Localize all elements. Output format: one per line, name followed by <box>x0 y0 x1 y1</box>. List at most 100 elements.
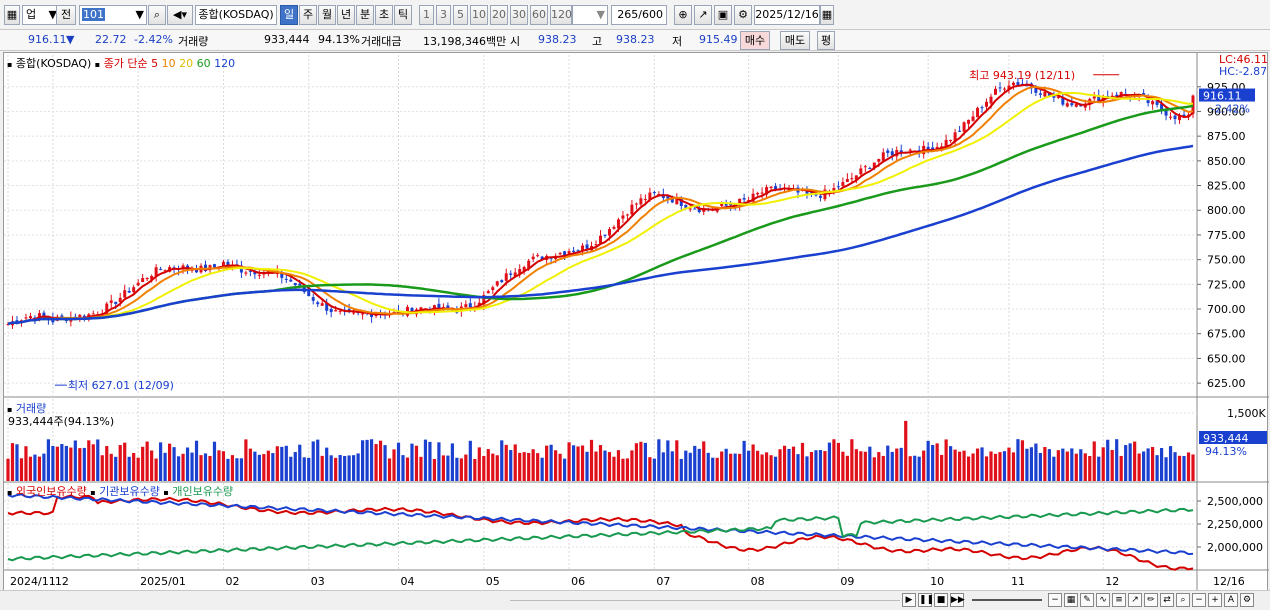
list-icon[interactable]: ≡ <box>1112 593 1126 607</box>
candle-body <box>410 307 414 314</box>
interval-button[interactable]: 120 <box>550 5 572 25</box>
prev-button[interactable]: 전 <box>56 5 76 25</box>
scroll-right-icon[interactable]: ▶ <box>902 593 916 607</box>
calendar-icon[interactable]: ▦ <box>820 5 834 25</box>
drawing-icon[interactable]: ↗ <box>694 5 712 25</box>
candle-body <box>621 215 625 219</box>
volume-bar <box>769 455 773 481</box>
volume-bar <box>60 444 64 481</box>
magnifier-icon[interactable]: ⌕ <box>1176 593 1190 607</box>
candle-body <box>513 272 517 277</box>
candle-body <box>850 178 854 180</box>
interval-button[interactable]: 30 <box>510 5 528 25</box>
volume-bar <box>1173 452 1177 481</box>
candle-body <box>248 270 252 272</box>
gear-icon[interactable]: ⚙ <box>734 5 752 25</box>
interval-button[interactable]: 20 <box>490 5 508 25</box>
volume-bar <box>800 442 805 481</box>
tool-icon[interactable]: ⊕ <box>674 5 692 25</box>
text-icon[interactable]: A <box>1224 593 1238 607</box>
period-tab[interactable]: 주 <box>299 5 317 25</box>
volume-bar <box>854 449 858 481</box>
candle-body <box>576 250 580 252</box>
period-tab[interactable]: 초 <box>375 5 393 25</box>
candle-body <box>1115 94 1119 97</box>
candle-body <box>949 140 953 142</box>
volume-bar <box>1124 445 1128 481</box>
volume-bar <box>347 455 351 481</box>
count-dropdown[interactable]: ▼ <box>572 5 608 25</box>
buy-button[interactable]: 매수 <box>740 31 770 50</box>
code-input[interactable]: 101 ▼ <box>79 5 147 25</box>
volume-current-tag: 933,444 <box>1203 432 1249 445</box>
institution-holding-line <box>7 493 1194 556</box>
volume-bar <box>805 456 809 481</box>
volume-bar <box>73 440 77 481</box>
grid-icon[interactable]: ▦ <box>1064 593 1078 607</box>
scroll-track[interactable] <box>510 600 900 601</box>
volume-bar <box>468 440 472 481</box>
volume-bar <box>446 455 450 481</box>
period-tab[interactable]: 년 <box>337 5 355 25</box>
sell-button[interactable]: 매도 <box>780 31 810 50</box>
period-tab[interactable]: 분 <box>356 5 374 25</box>
wave-icon[interactable]: ∿ <box>1096 593 1110 607</box>
candle-body <box>114 301 118 304</box>
plus-icon[interactable]: + <box>1208 593 1222 607</box>
price-legend: ▪ 종합(KOSDAQ) ▪ 종가 단순 5 10 20 60 120 <box>7 55 235 71</box>
volume-bar <box>518 452 522 481</box>
period-tab[interactable]: 일 <box>280 5 298 25</box>
period-tab[interactable]: 틱 <box>394 5 412 25</box>
volume-bar <box>859 451 863 481</box>
candle-body <box>37 313 41 319</box>
volume-bar <box>652 458 656 481</box>
chart-area[interactable]: 2024/11 12 2025/01 02 03 04 05 06 07 08 09 10 11 12 12… <box>3 52 1269 593</box>
candle-body <box>1002 88 1006 90</box>
minus-icon[interactable]: − <box>1192 593 1206 607</box>
eval-button[interactable]: 평 <box>817 31 835 50</box>
fast-forward-icon[interactable]: ▶▶ <box>950 593 965 607</box>
link-icon[interactable]: ⇄ <box>1160 593 1174 607</box>
candle-body <box>1097 95 1101 102</box>
y-axis-label: 750.00 <box>1207 254 1246 267</box>
market-type-select[interactable]: 업 ▼ <box>22 5 60 25</box>
interval-button[interactable]: 1 <box>419 5 434 25</box>
arrow-icon[interactable]: ↗ <box>1128 593 1142 607</box>
settings-icon[interactable]: ⚙ <box>1240 593 1254 607</box>
interval-button[interactable]: 10 <box>470 5 488 25</box>
period-tab[interactable]: 월 <box>318 5 336 25</box>
volume-bar <box>343 456 347 481</box>
save-icon[interactable]: ▣ <box>714 5 732 25</box>
date-input[interactable]: 2025/12/16 <box>754 5 820 25</box>
zoom-out-icon[interactable]: − <box>1048 593 1062 607</box>
volume-bar <box>993 453 998 481</box>
stop-icon[interactable]: ■ <box>934 593 948 607</box>
tool-icon[interactable]: ✎ <box>1080 593 1094 607</box>
volume-bar <box>513 444 517 481</box>
candle-body <box>136 282 140 286</box>
zoom-slider[interactable] <box>972 599 1042 601</box>
candle-body <box>145 277 149 280</box>
volume-bar <box>778 449 782 481</box>
interval-button[interactable]: 60 <box>530 5 548 25</box>
candle-body <box>679 197 683 206</box>
volume-bar <box>145 441 149 481</box>
volume-bar <box>836 442 840 481</box>
pen-icon[interactable]: ✏ <box>1144 593 1158 607</box>
pause-icon[interactable]: ❚❚ <box>918 593 935 607</box>
y-axis-label: 700.00 <box>1207 303 1246 316</box>
volume-bar <box>190 452 194 481</box>
volume-bar <box>751 444 755 481</box>
interval-button[interactable]: 3 <box>436 5 451 25</box>
volume-bar <box>1065 451 1069 481</box>
count-input[interactable]: 265/600 <box>611 5 667 25</box>
candle-body <box>585 244 589 249</box>
chart-type-icon[interactable]: ▦ <box>4 5 20 25</box>
volume-bar <box>105 446 109 481</box>
speaker-icon[interactable]: ◀▾ <box>167 5 193 25</box>
interval-button[interactable]: 5 <box>453 5 468 25</box>
volume-bar <box>401 455 405 481</box>
search-icon[interactable]: ⌕ <box>148 5 166 25</box>
candle-body <box>123 290 127 298</box>
volume-bar <box>1056 450 1060 481</box>
